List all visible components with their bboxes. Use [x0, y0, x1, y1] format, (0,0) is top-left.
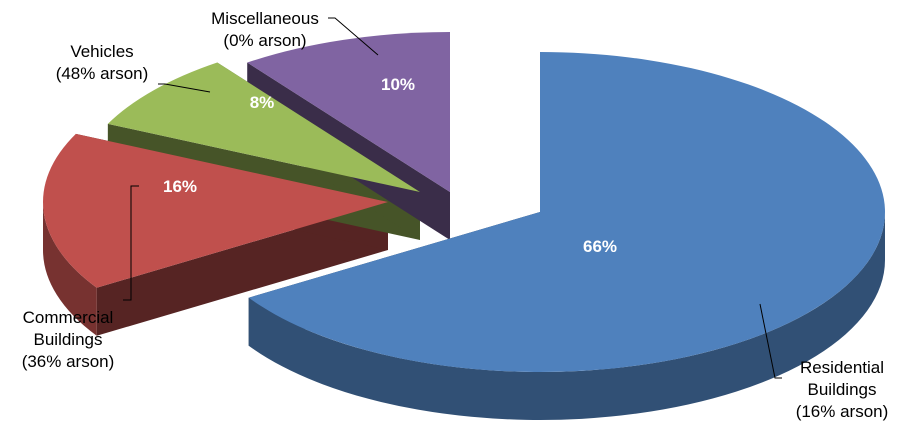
leader-lines — [123, 17, 782, 379]
slice-vehicles — [107, 62, 421, 192]
slice-label-vehicles: Vehicles (48% arson) — [56, 42, 149, 83]
leader-line-commercial — [123, 185, 139, 301]
slice-commercial — [42, 133, 389, 288]
slice-label-miscellaneous: Miscellaneous (0% arson) — [211, 9, 319, 50]
leader-line-residential — [759, 303, 782, 379]
slice-wall-commercial-0 — [96, 202, 389, 336]
slice-value-commercial: 16% — [163, 177, 197, 196]
leader-line-miscellaneous — [328, 17, 379, 56]
slice-label-commercial: Commercial Buildings (36% arson) — [22, 308, 115, 371]
slice-edge-residential — [248, 212, 886, 421]
slice-value-vehicles: 8% — [250, 93, 275, 112]
slice-value-residential: 66% — [583, 237, 617, 256]
slice-residential — [248, 52, 886, 373]
slice-value-miscellaneous: 10% — [381, 75, 415, 94]
slice-edge-commercial — [43, 202, 97, 336]
slice-miscellaneous — [247, 32, 450, 192]
leader-line-vehicles — [158, 83, 211, 93]
slice-labels: Residential Buildings (16% arson) 66% Commer… — [22, 9, 889, 421]
slice-label-residential: Residential Buildings (16% arson) — [796, 358, 889, 421]
slice-tops — [42, 32, 886, 373]
